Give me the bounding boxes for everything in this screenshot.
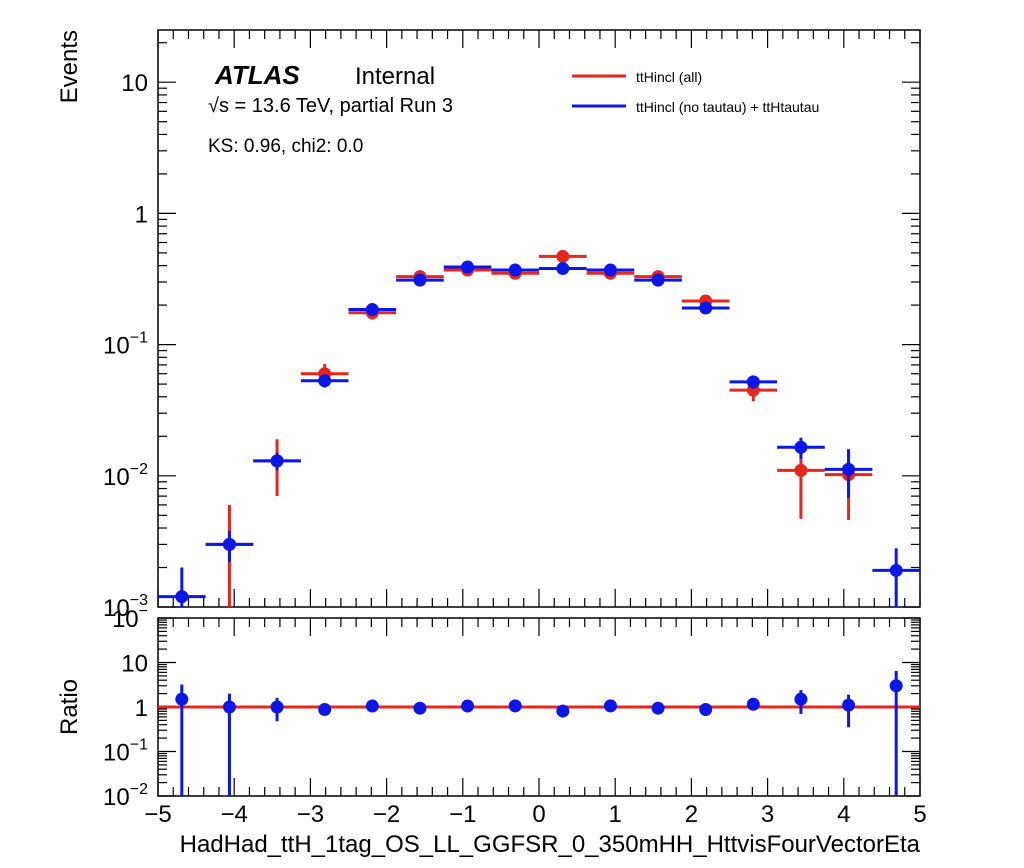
ratio-point xyxy=(270,700,284,714)
data-point xyxy=(270,454,284,468)
ratio-point xyxy=(461,699,475,713)
data-point xyxy=(699,301,713,315)
x-tick-label: 5 xyxy=(913,801,926,828)
data-point xyxy=(556,249,570,263)
main-y-tick-label: 10−2 xyxy=(103,461,148,491)
series-blue xyxy=(158,260,920,607)
ratio-y-tick-label: 10−2 xyxy=(103,781,148,811)
ratio-point xyxy=(365,699,379,713)
ratio-y-tick-labels: 10− 10 1 10−1 10−2 xyxy=(103,603,148,811)
x-tick-label: 3 xyxy=(761,801,774,828)
ratio-point xyxy=(889,679,903,693)
main-y-tick-label: 1 xyxy=(135,201,148,228)
legend-label-red: ttHincl (all) xyxy=(636,69,702,85)
ratio-point xyxy=(794,692,808,706)
x-tick-labels: −5 −4 −3 −2 −1 0 1 2 3 4 5 xyxy=(144,801,926,828)
x-tick-label: −5 xyxy=(144,801,171,828)
data-point xyxy=(461,260,475,274)
data-point xyxy=(365,303,379,317)
ratio-point xyxy=(508,699,522,713)
ks-chi2-label: KS: 0.96, chi2: 0.0 xyxy=(208,136,363,157)
ratio-y-tick-label: 10− xyxy=(112,603,148,633)
legend: ttHincl (all) ttHincl (no tautau) + ttHt… xyxy=(572,69,819,115)
x-tick-label: −2 xyxy=(373,801,400,828)
y-axis-title-events: Events xyxy=(56,30,83,103)
data-point xyxy=(889,563,903,577)
x-tick-label: −1 xyxy=(449,801,476,828)
data-point xyxy=(318,374,332,388)
ratio-point xyxy=(318,702,332,716)
atlas-label: ATLAS xyxy=(214,60,300,90)
series-red xyxy=(205,249,873,607)
data-point xyxy=(508,263,522,277)
main-axis-ticks xyxy=(158,42,920,608)
main-y-tick-label: 10−3 xyxy=(103,592,148,622)
data-point xyxy=(746,375,760,389)
data-point xyxy=(603,263,617,277)
main-y-tick-label: 10−1 xyxy=(103,330,148,360)
ratio-point xyxy=(842,698,856,712)
ratio-point xyxy=(746,697,760,711)
x-axis-title: HadHad_ttH_1tag_OS_LL_GGFSR_0_350mHH_Htt… xyxy=(180,831,921,858)
main-series-markers xyxy=(158,249,920,607)
ratio-point xyxy=(413,701,427,715)
ratio-axis-ticks xyxy=(158,617,920,797)
x-tick-label: 1 xyxy=(609,801,622,828)
x-tick-label: 4 xyxy=(837,801,850,828)
data-point xyxy=(794,440,808,454)
main-y-tick-labels: 10 1 10−1 10−2 10−3 xyxy=(103,70,148,622)
data-point xyxy=(175,590,189,604)
ratio-point xyxy=(556,704,570,718)
data-point xyxy=(413,273,427,287)
data-point xyxy=(222,537,236,551)
ratio-point xyxy=(603,699,617,713)
x-tick-label: −4 xyxy=(221,801,248,828)
ratio-point xyxy=(175,692,189,706)
energy-label: √s = 13.6 TeV, partial Run 3 xyxy=(208,95,453,117)
ratio-y-tick-label: 10−1 xyxy=(103,737,148,767)
ratio-y-tick-label: 10 xyxy=(121,651,148,678)
data-point xyxy=(556,262,570,276)
y-axis-title-ratio: Ratio xyxy=(56,679,83,735)
ratio-point xyxy=(651,701,665,715)
ratio-point xyxy=(699,702,713,716)
ratio-y-tick-label: 1 xyxy=(135,695,148,722)
x-tick-label: 0 xyxy=(532,801,545,828)
internal-label: Internal xyxy=(355,63,435,90)
data-point xyxy=(842,462,856,476)
legend-label-blue: ttHincl (no tautau) + ttHtautau xyxy=(636,99,819,115)
data-point xyxy=(794,463,808,477)
x-tick-label: −3 xyxy=(297,801,324,828)
x-axis-ticks xyxy=(157,30,921,796)
x-tick-label: 2 xyxy=(685,801,698,828)
data-point xyxy=(651,273,665,287)
main-y-tick-label: 10 xyxy=(121,70,148,97)
ratio-series-markers xyxy=(175,670,903,796)
ratio-point xyxy=(222,700,236,714)
